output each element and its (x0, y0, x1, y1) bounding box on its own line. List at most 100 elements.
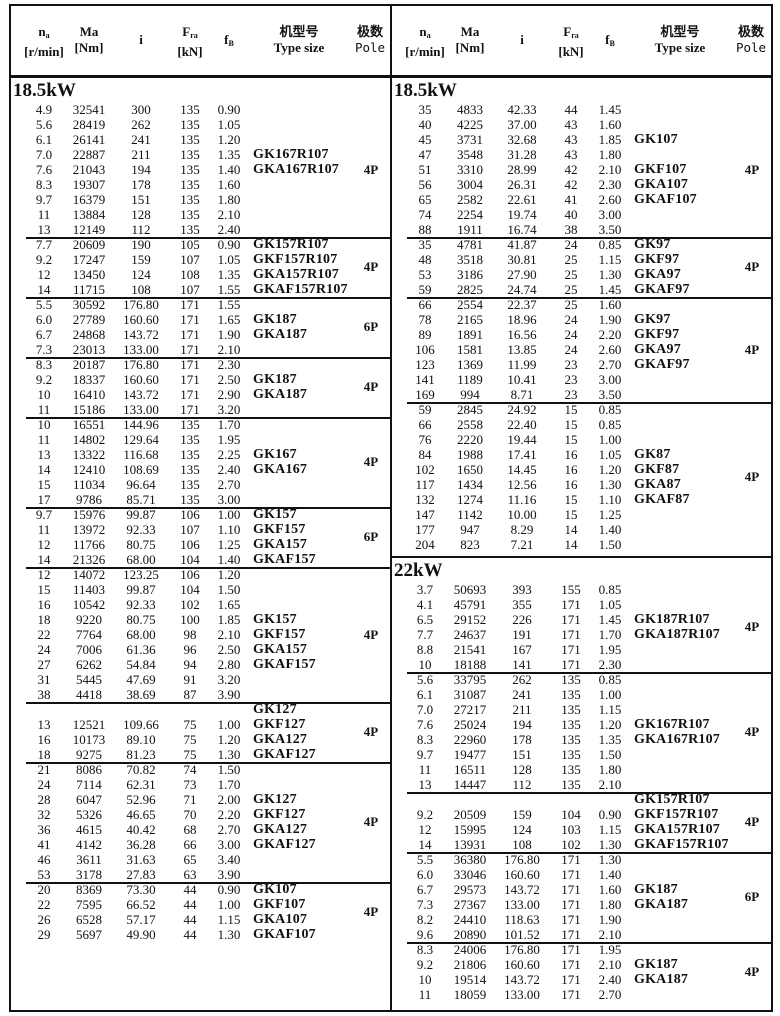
speed-cell: 45 (418, 132, 432, 147)
ratio-cell: 300 (131, 102, 151, 117)
table-row: 9.2 18337 160.60 171 2.50 GK187 (11, 372, 390, 387)
radial-force-cell: 104 (180, 582, 200, 597)
service-factor-cell: 3.90 (217, 687, 241, 702)
ratio-cell: 36.28 (126, 837, 156, 852)
radial-force-cell: 105 (180, 237, 200, 252)
service-factor-cell: 1.70 (598, 627, 622, 642)
radial-force-cell: 171 (180, 357, 200, 372)
speed-cell: 5.6 (35, 117, 53, 132)
ratio-cell: 27.90 (507, 267, 537, 282)
service-factor-cell: 2.50 (217, 372, 241, 387)
table-row: 7.0 27217 211 135 1.15 (392, 702, 771, 717)
table-row: 59 2845 24.92 15 0.85 (392, 402, 771, 417)
type-size-cell: GKA127 (253, 822, 308, 837)
table-row: 31 5445 47.69 91 3.20 (11, 672, 390, 687)
ratio-cell: 112 (131, 222, 151, 237)
speed-cell: 12 (37, 537, 51, 552)
type-size-cell: GKA87 (634, 477, 681, 492)
speed-cell: 18 (37, 747, 51, 762)
radial-force-cell: 75 (183, 717, 197, 732)
radial-force-cell: 171 (561, 957, 581, 972)
service-factor-cell: 1.20 (598, 462, 622, 477)
torque-cell: 7595 (76, 897, 102, 912)
speed-cell: 7.6 (35, 162, 53, 177)
ratio-cell: 191 (512, 627, 532, 642)
ratio-cell: 17.41 (507, 447, 537, 462)
radial-force-cell: 24 (564, 327, 578, 342)
speed-cell: 24 (37, 642, 51, 657)
speed-cell: 40 (418, 117, 432, 132)
type-size-cell: GKA187 (634, 897, 689, 912)
radial-force-cell: 74 (183, 762, 197, 777)
ratio-cell: 112 (512, 777, 532, 792)
speed-cell: 7.7 (416, 627, 434, 642)
torque-cell: 13322 (72, 447, 106, 462)
ratio-cell: 160.60 (504, 957, 540, 972)
torque-cell: 14447 (453, 777, 487, 792)
ratio-cell: 143.72 (504, 882, 540, 897)
torque-cell: 2582 (457, 192, 483, 207)
header-service-factor: fB (605, 32, 615, 48)
service-factor-cell: 2.10 (598, 957, 622, 972)
service-factor-cell: 2.40 (598, 972, 622, 987)
speed-cell: 9.2 (35, 372, 53, 387)
type-size-cell: GKF127 (253, 717, 306, 732)
ratio-cell: 262 (131, 117, 151, 132)
radial-force-cell: 73 (183, 777, 197, 792)
ratio-cell: 11.99 (507, 357, 537, 372)
torque-cell: 6262 (76, 657, 102, 672)
radial-force-cell: 91 (183, 672, 197, 687)
pole-label: 6P (363, 319, 379, 334)
service-factor-cell: 0.90 (217, 102, 241, 117)
torque-cell: 3548 (457, 147, 483, 162)
ratio-cell: 176.80 (504, 942, 540, 957)
ratio-cell: 30.81 (507, 252, 537, 267)
speed-cell: 56 (418, 177, 432, 192)
speed-cell: 32 (37, 807, 51, 822)
radial-force-cell: 70 (183, 807, 197, 822)
speed-cell: 9.7 (35, 507, 53, 522)
torque-cell: 19307 (72, 177, 106, 192)
pole-label: 4P (744, 619, 760, 634)
speed-cell: 6.7 (35, 327, 53, 342)
radial-force-cell: 171 (561, 927, 581, 942)
gearbox-group: GK157R107 9.2 20509 159 104 0.90 GKF157R107 12 1… (392, 792, 771, 852)
table-row: 3.7 50693 393 155 0.85 (392, 582, 771, 597)
speed-cell: 9.7 (416, 747, 434, 762)
torque-cell: 19514 (453, 972, 487, 987)
speed-cell: 13 (37, 717, 51, 732)
table-row: 123 1369 11.99 23 2.70 GKAF97 (392, 357, 771, 372)
table-row: 177 947 8.29 14 1.40 (392, 522, 771, 537)
radial-force-cell: 135 (180, 162, 200, 177)
torque-cell: 10542 (72, 597, 106, 612)
table-row: 65 2582 22.61 41 2.60 GKAF107 (392, 192, 771, 207)
type-size-cell: GKA167R107 (253, 162, 339, 177)
gearbox-group: 8.3 24006 176.80 171 1.95 9.2 21806 160.60 171 2.… (392, 942, 771, 1002)
speed-cell: 66 (418, 417, 432, 432)
ratio-cell: 37.00 (507, 117, 537, 132)
torque-cell: 33046 (453, 867, 487, 882)
torque-cell: 14802 (72, 432, 106, 447)
radial-force-cell: 171 (180, 297, 200, 312)
torque-cell: 4833 (457, 102, 483, 117)
service-factor-cell: 2.70 (598, 357, 622, 372)
gearbox-group: 4.9 32541 300 135 0.90 5.6 28419 262 135 1.05 6.1 2… (11, 102, 390, 237)
table-row: 51 3310 28.99 42 2.10 GKF107 (392, 162, 771, 177)
radial-force-cell: 75 (183, 732, 197, 747)
radial-force-cell: 171 (561, 612, 581, 627)
ratio-cell: 16.56 (507, 327, 537, 342)
speed-cell: 13 (37, 447, 51, 462)
speed-cell: 8.3 (35, 357, 53, 372)
radial-force-cell: 171 (561, 867, 581, 882)
torque-cell: 2825 (457, 282, 483, 297)
service-factor-cell: 2.20 (598, 327, 622, 342)
ratio-cell: 118.63 (504, 912, 540, 927)
speed-cell: 6.7 (416, 882, 434, 897)
torque-cell: 15186 (72, 402, 106, 417)
type-size-cell: GK87 (634, 447, 671, 462)
speed-cell: 10 (37, 387, 51, 402)
speed-cell: 6.1 (35, 132, 53, 147)
radial-force-cell: 40 (564, 207, 578, 222)
torque-cell: 8369 (76, 882, 102, 897)
torque-cell: 13450 (72, 267, 106, 282)
